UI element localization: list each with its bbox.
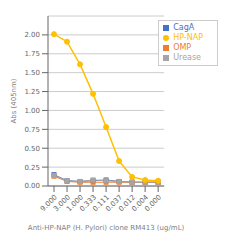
svg-text:3.000: 3.000 bbox=[52, 193, 72, 214]
svg-text:1.000: 1.000 bbox=[65, 193, 85, 214]
svg-text:Abs (405nm): Abs (405nm) bbox=[10, 78, 18, 123]
svg-text:0.333: 0.333 bbox=[78, 193, 98, 214]
html-text:CagA: CagA bbox=[173, 23, 195, 32]
svg-text:0.000: 0.000 bbox=[143, 193, 163, 213]
svg-text:1.25: 1.25 bbox=[24, 88, 40, 96]
svg-text:2.00: 2.00 bbox=[24, 31, 40, 39]
svg-text:0.50: 0.50 bbox=[24, 145, 40, 153]
html-text:OMP: OMP bbox=[173, 43, 192, 52]
svg-text:1.75: 1.75 bbox=[24, 50, 40, 58]
svg-text:0.111: 0.111 bbox=[91, 193, 111, 214]
svg-text:1.50: 1.50 bbox=[24, 69, 40, 77]
svg-text:0.00: 0.00 bbox=[24, 182, 40, 190]
svg-text:0.004: 0.004 bbox=[130, 193, 151, 214]
html-text:Urease: Urease bbox=[173, 53, 201, 62]
svg-text:0.75: 0.75 bbox=[24, 126, 40, 134]
svg-text:9.000: 9.000 bbox=[39, 193, 59, 214]
svg-text:Anti-HP-NAP (H. Pylori) clone: Anti-HP-NAP (H. Pylori) clone RM413 (ug/… bbox=[28, 224, 185, 232]
svg-text:1.00: 1.00 bbox=[24, 107, 40, 115]
svg-text:0.037: 0.037 bbox=[104, 193, 124, 214]
svg-text:0.012: 0.012 bbox=[117, 193, 137, 214]
svg-text:0.25: 0.25 bbox=[24, 164, 40, 172]
html-text:HP-NAP: HP-NAP bbox=[173, 33, 203, 42]
